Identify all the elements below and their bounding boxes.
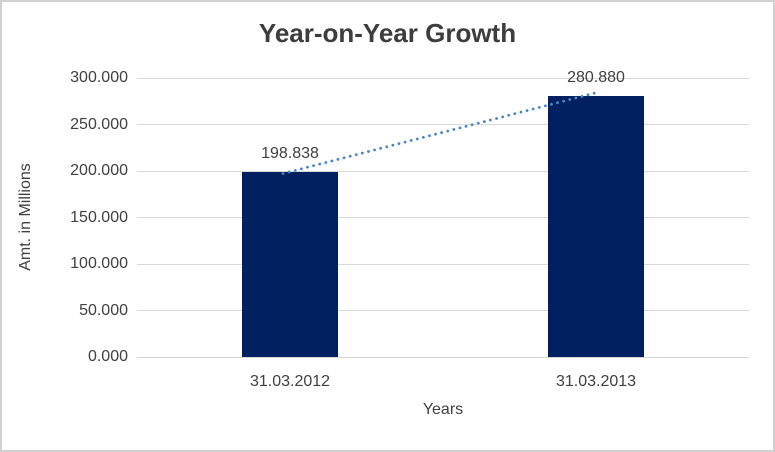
gridline <box>137 124 749 125</box>
y-tick-label: 0.000 <box>87 348 128 365</box>
gridline <box>137 77 749 79</box>
value-label: 280.880 <box>567 68 625 86</box>
y-tick-label: 200.000 <box>70 162 128 179</box>
x-axis-title: Years <box>422 401 464 418</box>
x-tick-label: 31.03.2012 <box>249 373 331 390</box>
bar-31.03.2013 <box>548 95 644 357</box>
y-tick-label: 50.000 <box>79 301 128 319</box>
x-tick-label: 31.03.2013 <box>555 373 637 390</box>
x-axis-line <box>137 357 749 358</box>
y-tick-label: 250.000 <box>70 115 128 133</box>
value-label: 198.838 <box>261 145 319 163</box>
gridline <box>137 217 749 218</box>
bar-31.03.2012 <box>242 172 338 357</box>
chart-title: Year-on-Year Growth <box>258 18 517 48</box>
y-axis-title-text: Amt. in Millions <box>17 163 34 271</box>
y-tick-label: 100.000 <box>70 255 128 272</box>
y-tick-label: 300.000 <box>70 69 128 86</box>
plot-area: 198.838 280.880 <box>137 69 749 358</box>
gridline <box>137 170 749 172</box>
y-tick-label: 150.000 <box>70 208 128 226</box>
gridline <box>137 310 749 311</box>
gridline <box>137 263 749 265</box>
